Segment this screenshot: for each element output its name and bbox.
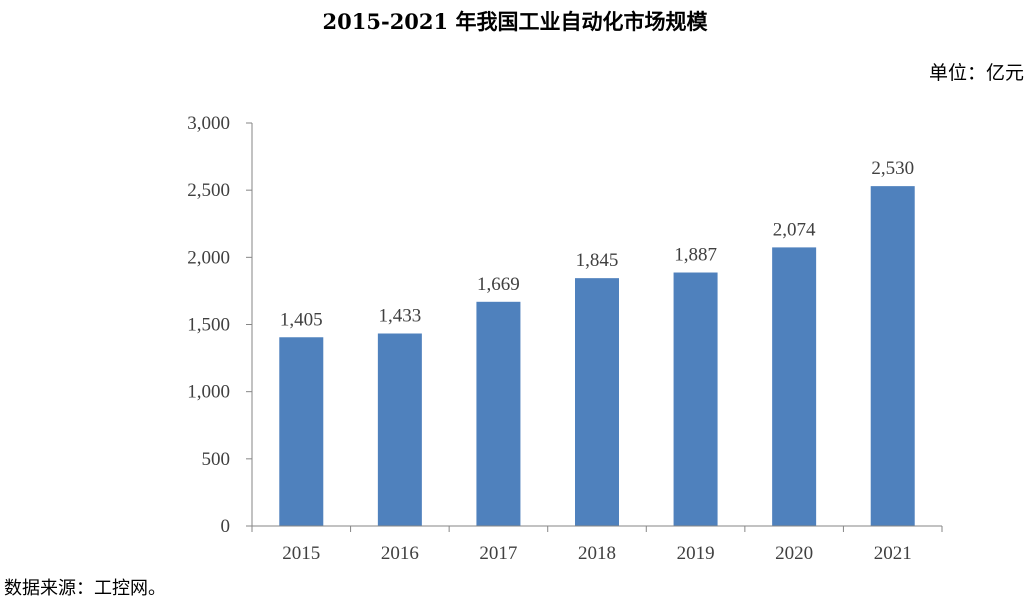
bar-2018 (575, 278, 619, 526)
data-label-2018: 1,845 (576, 250, 619, 271)
y-tick-label: 1,500 (187, 315, 230, 336)
data-label-2015: 1,405 (280, 309, 323, 330)
x-tick-label: 2016 (381, 543, 419, 564)
data-label-2019: 1,887 (674, 245, 717, 266)
x-tick-label: 2015 (282, 543, 320, 564)
data-label-2021: 2,530 (871, 158, 914, 179)
bar-2015 (279, 337, 324, 526)
x-tick-label: 2017 (479, 543, 517, 564)
x-tick-label: 2019 (677, 543, 715, 564)
bar-2020 (772, 247, 817, 526)
y-tick-label: 3,000 (187, 113, 230, 134)
x-tick-label: 2020 (775, 543, 813, 564)
bar-2017 (476, 301, 521, 526)
chart-title: 2015-2021 年我国工业自动化市场规模 (322, 9, 708, 34)
y-tick-label: 2,500 (187, 180, 230, 201)
x-tick-label: 2018 (578, 543, 616, 564)
bar-2016 (377, 333, 422, 526)
bar-2021 (870, 186, 915, 527)
y-tick-label: 1,000 (187, 382, 230, 403)
y-tick-label: 0 (221, 516, 231, 537)
x-tick-label: 2021 (874, 543, 912, 564)
data-label-2016: 1,433 (378, 306, 421, 327)
data-label-2017: 1,669 (477, 274, 520, 295)
source-note: 数据来源：工控网。 (4, 578, 166, 599)
bar-2019 (673, 272, 718, 526)
data-label-2020: 2,074 (773, 219, 816, 240)
unit-label: 单位：亿元 (928, 62, 1024, 84)
y-tick-label: 2,000 (187, 247, 230, 268)
y-tick-label: 500 (202, 449, 231, 470)
